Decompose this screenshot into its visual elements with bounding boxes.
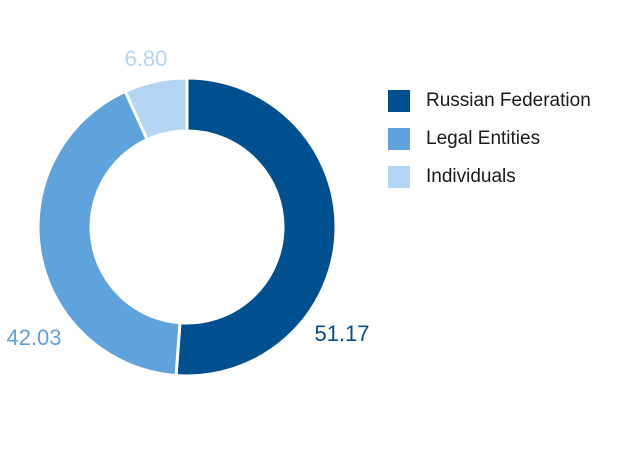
legend-label-legal-entities: Legal Entities: [426, 128, 541, 149]
donut-slice-individuals: [123, 76, 189, 142]
legend-swatch-russian-federation: [388, 90, 410, 112]
legend-item-russian-federation: Russian Federation: [388, 82, 628, 120]
chart-legend: Russian Federation Legal Entities Indivi…: [388, 82, 628, 196]
donut-slices: [36, 76, 338, 378]
legend-item-legal-entities: Legal Entities: [388, 120, 628, 158]
data-label-individuals: 6.80: [125, 46, 168, 71]
donut-slice-russian-federation: [174, 76, 338, 378]
donut-slice-legal-entities: [36, 89, 182, 378]
legend-swatch-individuals: [388, 166, 410, 188]
data-label-legal-entities: 42.03: [6, 325, 61, 350]
legend-label-individuals: Individuals: [426, 166, 516, 187]
legend-label-russian-federation: Russian Federation: [426, 90, 591, 111]
legend-item-individuals: Individuals: [388, 158, 628, 196]
data-label-russian-federation: 51.17: [314, 321, 369, 346]
legend-swatch-legal-entities: [388, 128, 410, 150]
